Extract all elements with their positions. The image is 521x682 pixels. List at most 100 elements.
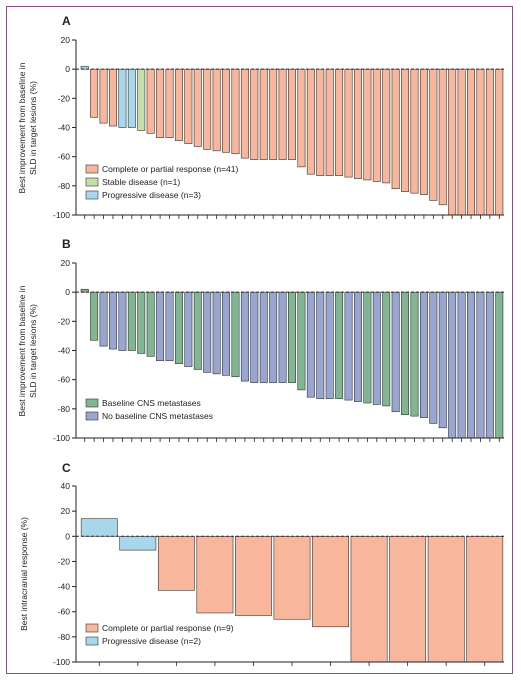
legend-label: Baseline CNS metastases [102,398,201,408]
legend-label: Progressive disease (n=3) [102,190,201,200]
bar [448,291,457,439]
bar [127,291,136,351]
bar [467,291,476,439]
y-tick-label: -80 [58,181,71,191]
bar [401,68,410,192]
bar [273,535,311,620]
bar [372,68,381,182]
bar [109,68,117,127]
bar [196,535,234,614]
figure-frame [6,6,513,674]
bar [259,68,268,160]
bar [80,65,89,70]
legend-swatch [85,623,99,633]
bar [288,291,296,383]
bar [306,291,315,398]
bar [325,291,334,399]
y-tick-label: -60 [58,152,71,162]
bar [297,291,306,391]
bar [109,291,117,350]
bar [90,68,99,118]
bar [212,68,221,152]
panel-c-ylabel: Best intracranial response (%) [19,517,29,631]
bar [137,291,146,354]
panel-b-ylabel-line1: Best improvement from baseline in [17,285,27,416]
bar [90,291,99,341]
bar [391,291,400,413]
legend-swatch [85,177,99,187]
legend-swatch [85,164,99,174]
bar [410,68,419,194]
panel-b: B Best improvement from baseline in SLD … [17,237,504,443]
bar [419,68,428,195]
y-tick-label: -40 [58,346,71,356]
bar [156,68,165,139]
bar [146,68,155,134]
bar [457,291,466,439]
bar [165,291,174,362]
bar [353,68,362,179]
bar [278,68,287,160]
y-tick-label: -80 [58,404,71,414]
legend-swatch [85,411,99,421]
bar [222,68,231,153]
bar [222,291,231,376]
bar [174,291,183,364]
bar [193,68,202,147]
bar [438,68,447,206]
panel-b-letter: B [62,237,71,251]
bar [391,68,400,190]
panel-a-letter: A [62,14,71,28]
bar [127,68,136,128]
panel-b-ylabel-line2: SLD in target lesions (%) [28,304,38,398]
y-tick-label: 20 [61,258,71,268]
bar [278,291,287,383]
panel-a-ylabel-line2: SLD in target lesions (%) [28,81,38,175]
bar [146,291,155,357]
bar [389,535,427,663]
bar [429,68,438,201]
bar [427,535,465,663]
y-tick-label: -20 [58,93,71,103]
bar [193,291,202,370]
y-tick-label: -100 [53,433,70,443]
bar [316,68,325,176]
legend-swatch [85,398,99,408]
bar [269,291,278,383]
bar [240,68,249,159]
panel-c: C Best intracranial response (%) 40 20 0 -2… [19,461,504,667]
legend-swatch [85,636,99,646]
bar [231,291,240,378]
y-tick-label: 20 [61,506,71,516]
bar [429,291,438,424]
y-tick-label: -40 [58,123,71,133]
y-tick-label: 0 [65,287,70,297]
panel-c-letter: C [62,461,71,475]
bar [401,291,410,415]
bar [269,68,278,160]
y-tick-label: -40 [58,582,71,592]
bar [297,68,306,168]
bar [250,291,259,383]
legend-label: No baseline CNS metastases [102,411,213,421]
bar [467,68,476,216]
panel-a: A Best improvement from baseline in SLD … [17,14,504,220]
bar [466,535,504,663]
bar [259,291,268,383]
legend-label: Complete or partial response (n=41) [102,164,238,174]
bar [203,68,212,150]
bar [235,535,272,616]
bar [212,291,221,375]
bar [184,68,193,144]
bar [312,535,349,628]
bar [476,68,485,216]
bar [353,291,362,402]
bar [457,68,466,216]
bar [325,68,334,176]
bar [410,291,419,417]
bar [335,68,344,176]
legend-label: Stable disease (n=1) [102,177,180,187]
y-tick-label: -20 [58,556,71,566]
bar [485,68,494,216]
